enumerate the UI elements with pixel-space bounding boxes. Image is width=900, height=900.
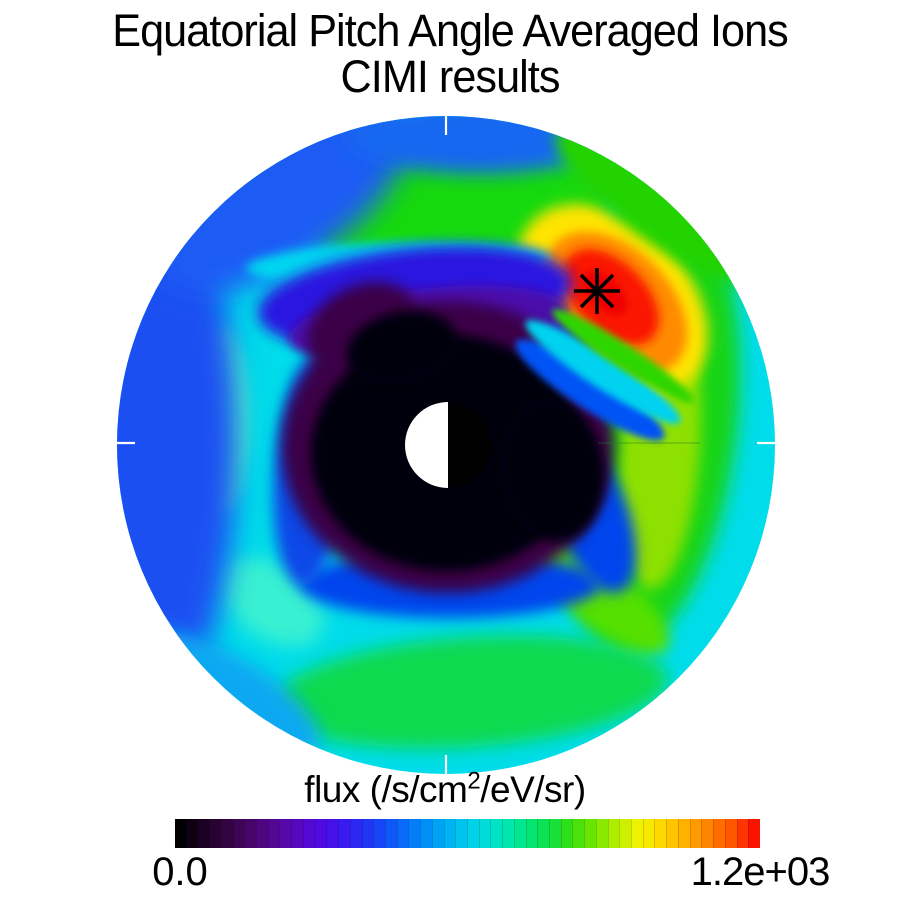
colorbar-cell bbox=[713, 819, 725, 848]
colorbar-cell bbox=[724, 819, 737, 848]
notch-cyan-band bbox=[525, 320, 681, 424]
colorbar-cell bbox=[748, 819, 760, 848]
colorbar-cell bbox=[431, 819, 444, 848]
earth-symbol bbox=[405, 402, 491, 488]
core-black-lobe bbox=[499, 398, 605, 542]
colorbar-title-superscript: 2 bbox=[467, 767, 481, 795]
colorbar-cell bbox=[560, 819, 573, 848]
colorbar-cell bbox=[549, 819, 561, 848]
colorbar-cell bbox=[302, 819, 315, 848]
colorbar-cell bbox=[478, 819, 491, 848]
colorbar-cell bbox=[466, 819, 479, 848]
contour-green-bottom-arm bbox=[272, 635, 668, 749]
colorbar-cell bbox=[209, 819, 221, 848]
chart-title-line2: CIMI results bbox=[340, 51, 561, 102]
colorbar-cell bbox=[349, 819, 362, 848]
colorbar-cell bbox=[338, 819, 350, 848]
colorbar-cell bbox=[314, 819, 327, 848]
hotspot-high-flux bbox=[516, 204, 708, 396]
colorbar-title: flux (/s/cm2/eV/sr) bbox=[0, 769, 890, 811]
colorbar-cell bbox=[267, 819, 280, 848]
notch-wedge bbox=[515, 309, 694, 441]
colorbar-cell bbox=[654, 819, 667, 848]
colorbar-title-suffix: /eV/sr) bbox=[480, 769, 586, 810]
colorbar-cell bbox=[595, 819, 608, 848]
colorbar-cell bbox=[408, 819, 421, 848]
contour-blue-rim-upperleft bbox=[157, 116, 407, 293]
colorbar-cell bbox=[175, 819, 186, 848]
colorbar-cell bbox=[701, 819, 714, 848]
colorbar-cell bbox=[455, 819, 467, 848]
colorbar bbox=[175, 819, 760, 848]
colorbar-cell bbox=[642, 819, 655, 848]
chart-title-line1: Equatorial Pitch Angle Averaged Ions bbox=[112, 5, 788, 56]
colorbar-cell bbox=[384, 819, 397, 848]
colorbar-min-label: 0.0 bbox=[152, 850, 208, 894]
colorbar-cell bbox=[256, 819, 268, 848]
colorbar-cell bbox=[185, 819, 198, 848]
colorbar-cell bbox=[677, 819, 690, 848]
asterisk-marker bbox=[574, 268, 620, 314]
colorbar-cell bbox=[619, 819, 632, 848]
colorbar-cell bbox=[197, 819, 210, 848]
colorbar-cell bbox=[525, 819, 538, 848]
hotspot-red-peak bbox=[583, 271, 627, 315]
colorbar-cell bbox=[361, 819, 374, 848]
colorbar-cell bbox=[513, 819, 526, 848]
colorbar-cell bbox=[607, 819, 620, 848]
colorbar-max-label: 1.2e+03 bbox=[690, 850, 831, 894]
earth-dayside bbox=[405, 402, 448, 488]
colorbar-cell bbox=[537, 819, 549, 848]
colorbar-cell bbox=[396, 819, 409, 848]
colorbar-cell bbox=[443, 819, 456, 848]
colorbar-cell bbox=[736, 819, 749, 848]
colorbar-cell bbox=[291, 819, 303, 848]
colorbar-cell bbox=[666, 819, 678, 848]
colorbar-cell bbox=[373, 819, 385, 848]
colorbar-cell bbox=[279, 819, 292, 848]
colorbar-cell bbox=[584, 819, 596, 848]
colorbar-cell bbox=[420, 819, 432, 848]
notch-green-sliver bbox=[552, 309, 694, 403]
colorbar-cell bbox=[502, 819, 514, 848]
colorbar-cell bbox=[631, 819, 643, 848]
colorbar-cell bbox=[232, 819, 245, 848]
colorbar-cell bbox=[244, 819, 257, 848]
colorbar-cell bbox=[220, 819, 233, 848]
core-black-bump bbox=[346, 310, 458, 386]
axis-ticks bbox=[107, 112, 783, 778]
colorbar-cell bbox=[490, 819, 503, 848]
colorbar-cell bbox=[689, 819, 702, 848]
notch-blue-band bbox=[515, 339, 665, 441]
colorbar-cell bbox=[326, 819, 339, 848]
contour-blue-rim-left bbox=[117, 168, 237, 712]
colorbar-cell bbox=[572, 819, 585, 848]
colorbar-title-prefix: flux (/s/cm bbox=[304, 769, 468, 810]
